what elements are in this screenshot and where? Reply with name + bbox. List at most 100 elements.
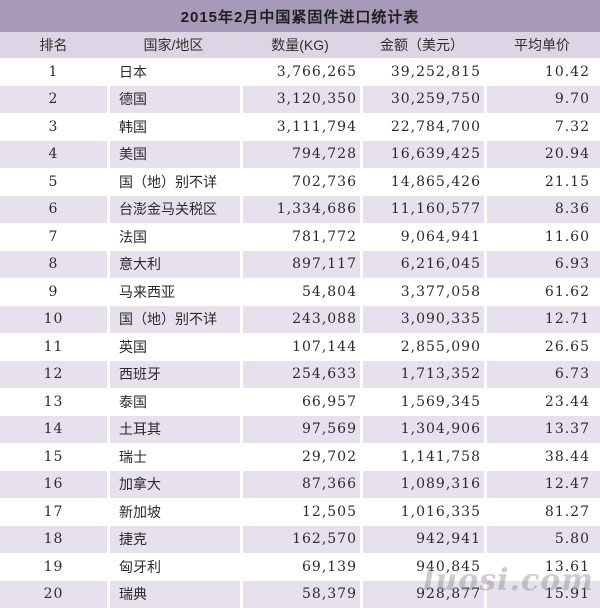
table-row: 17 新加坡 12,505 1,016,335 81.27 bbox=[0, 498, 600, 526]
cell-country: 加拿大 bbox=[107, 470, 240, 498]
cell-unit-price: 26.65 bbox=[484, 333, 600, 361]
cell-quantity: 794,728 bbox=[240, 140, 360, 168]
table-row: 14 土耳其 97,569 1,304,906 13.37 bbox=[0, 415, 600, 443]
cell-rank: 9 bbox=[48, 283, 59, 300]
column-header-unit-price: 平均单价 bbox=[514, 37, 570, 53]
table-row: 7 法国 781,772 9,064,941 11.60 bbox=[0, 223, 600, 251]
table-row: 18 捷克 162,570 942,941 5.80 bbox=[0, 525, 600, 553]
column-header-amount: 金额（美元） bbox=[380, 37, 464, 53]
table-row: 13 泰国 66,957 1,569,345 23.44 bbox=[0, 388, 600, 416]
cell-amount: 1,089,316 bbox=[360, 470, 484, 498]
table-row: 20 瑞典 58,379 928,877 15.91 bbox=[0, 580, 600, 608]
cell-unit-price: 38.44 bbox=[484, 443, 600, 471]
cell-quantity: 97,569 bbox=[240, 415, 360, 443]
cell-amount: 928,877 bbox=[360, 580, 484, 608]
cell-country: 美国 bbox=[107, 140, 240, 168]
cell-country: 马来西亚 bbox=[107, 278, 240, 306]
table-row: 4 美国 794,728 16,639,425 20.94 bbox=[0, 140, 600, 168]
cell-country: 土耳其 bbox=[107, 415, 240, 443]
cell-amount: 14,865,426 bbox=[360, 168, 484, 196]
cell-unit-price: 8.36 bbox=[484, 195, 600, 223]
cell-quantity: 162,570 bbox=[240, 525, 360, 553]
cell-unit-price: 13.61 bbox=[484, 553, 600, 581]
cell-quantity: 3,111,794 bbox=[240, 113, 360, 141]
cell-amount: 9,064,941 bbox=[360, 223, 484, 251]
cell-rank: 18 bbox=[43, 531, 64, 548]
cell-rank: 7 bbox=[48, 228, 59, 245]
cell-country: 法国 bbox=[107, 223, 240, 251]
cell-rank: 12 bbox=[43, 366, 64, 383]
cell-unit-price: 81.27 bbox=[484, 498, 600, 526]
cell-rank: 3 bbox=[48, 118, 59, 135]
cell-unit-price: 6.93 bbox=[484, 250, 600, 278]
cell-amount: 6,216,045 bbox=[360, 250, 484, 278]
cell-unit-price: 5.80 bbox=[484, 525, 600, 553]
table-row: 15 瑞士 29,702 1,141,758 38.44 bbox=[0, 443, 600, 471]
cell-quantity: 254,633 bbox=[240, 360, 360, 388]
cell-amount: 2,855,090 bbox=[360, 333, 484, 361]
table-row: 12 西班牙 254,633 1,713,352 6.73 bbox=[0, 360, 600, 388]
cell-quantity: 107,144 bbox=[240, 333, 360, 361]
cell-unit-price: 15.91 bbox=[484, 580, 600, 608]
cell-quantity: 29,702 bbox=[240, 443, 360, 471]
cell-amount: 1,569,345 bbox=[360, 388, 484, 416]
cell-unit-price: 12.47 bbox=[484, 470, 600, 498]
cell-amount: 3,377,058 bbox=[360, 278, 484, 306]
cell-amount: 30,259,750 bbox=[360, 85, 484, 113]
table-header-row: 排名 国家/地区 数量(KG) 金额（美元） 平均单价 bbox=[0, 32, 600, 58]
cell-unit-price: 12.71 bbox=[484, 305, 600, 333]
cell-unit-price: 11.60 bbox=[484, 223, 600, 251]
column-header-rank: 排名 bbox=[39, 37, 68, 53]
cell-rank: 11 bbox=[43, 338, 64, 355]
cell-rank: 13 bbox=[43, 393, 64, 410]
table-row: 3 韩国 3,111,794 22,784,700 7.32 bbox=[0, 113, 600, 141]
table-row: 6 台澎金马关税区 1,334,686 11,160,577 8.36 bbox=[0, 195, 600, 223]
cell-country: 国（地）别不详 bbox=[107, 305, 240, 333]
cell-quantity: 58,379 bbox=[240, 580, 360, 608]
cell-unit-price: 13.37 bbox=[484, 415, 600, 443]
column-header-country: 国家/地区 bbox=[143, 37, 204, 53]
cell-quantity: 243,088 bbox=[240, 305, 360, 333]
table-title: 2015年2月中国紧固件进口统计表 bbox=[0, 0, 600, 32]
column-header-quantity: 数量(KG) bbox=[271, 37, 329, 53]
cell-country: 德国 bbox=[107, 85, 240, 113]
table-row: 11 英国 107,144 2,855,090 26.65 bbox=[0, 333, 600, 361]
cell-quantity: 3,120,350 bbox=[240, 85, 360, 113]
cell-rank: 5 bbox=[48, 173, 59, 190]
table-row: 9 马来西亚 54,804 3,377,058 61.62 bbox=[0, 278, 600, 306]
cell-unit-price: 9.70 bbox=[484, 85, 600, 113]
cell-amount: 940,845 bbox=[360, 553, 484, 581]
cell-country: 匈牙利 bbox=[107, 553, 240, 581]
cell-amount: 1,016,335 bbox=[360, 498, 484, 526]
cell-country: 捷克 bbox=[107, 525, 240, 553]
cell-quantity: 897,117 bbox=[240, 250, 360, 278]
cell-rank: 19 bbox=[43, 558, 64, 575]
cell-unit-price: 6.73 bbox=[484, 360, 600, 388]
cell-quantity: 66,957 bbox=[240, 388, 360, 416]
cell-country: 台澎金马关税区 bbox=[107, 195, 240, 223]
cell-amount: 942,941 bbox=[360, 525, 484, 553]
cell-unit-price: 21.15 bbox=[484, 168, 600, 196]
cell-country: 西班牙 bbox=[107, 360, 240, 388]
table-row: 10 国（地）别不详 243,088 3,090,335 12.71 bbox=[0, 305, 600, 333]
cell-unit-price: 7.32 bbox=[484, 113, 600, 141]
cell-amount: 1,713,352 bbox=[360, 360, 484, 388]
cell-rank: 20 bbox=[43, 586, 64, 603]
cell-country: 新加坡 bbox=[107, 498, 240, 526]
cell-country: 日本 bbox=[107, 58, 240, 86]
cell-rank: 14 bbox=[43, 421, 64, 438]
table-row: 1 日本 3,766,265 39,252,815 10.42 bbox=[0, 58, 600, 86]
cell-amount: 1,304,906 bbox=[360, 415, 484, 443]
cell-rank: 4 bbox=[48, 146, 59, 163]
cell-quantity: 3,766,265 bbox=[240, 58, 360, 86]
cell-quantity: 54,804 bbox=[240, 278, 360, 306]
cell-country: 瑞士 bbox=[107, 443, 240, 471]
cell-quantity: 702,736 bbox=[240, 168, 360, 196]
cell-amount: 3,090,335 bbox=[360, 305, 484, 333]
cell-quantity: 1,334,686 bbox=[240, 195, 360, 223]
cell-quantity: 87,366 bbox=[240, 470, 360, 498]
table-body: 1 日本 3,766,265 39,252,815 10.42 2 德国 3,120,350 3… bbox=[0, 58, 600, 608]
cell-amount: 22,784,700 bbox=[360, 113, 484, 141]
cell-rank: 15 bbox=[43, 448, 64, 465]
